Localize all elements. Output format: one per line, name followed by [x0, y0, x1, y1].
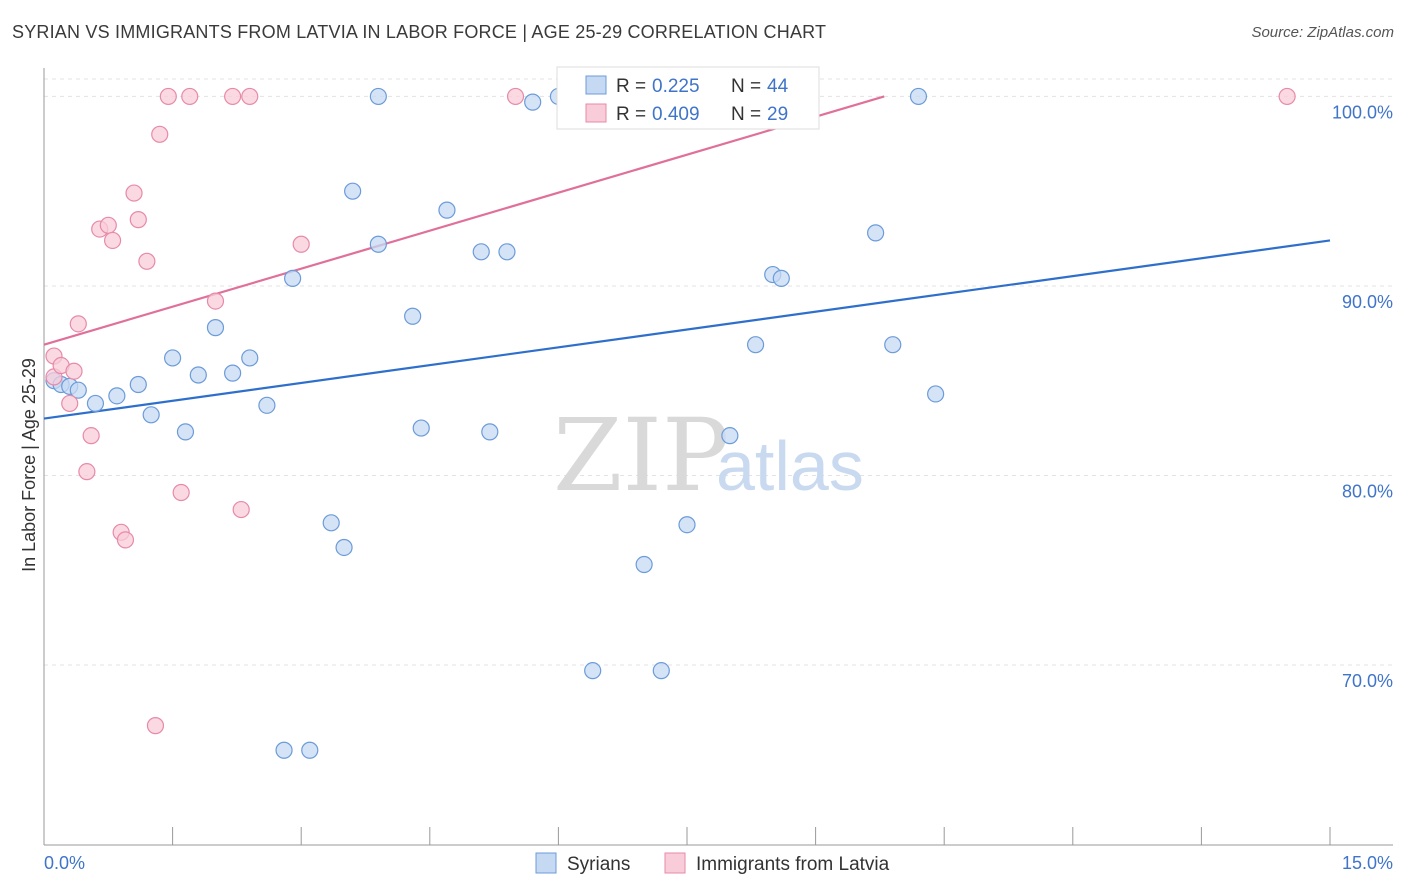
legend-swatch-syrians — [585, 75, 607, 95]
x-tick-max: 15.0% — [1342, 853, 1393, 873]
watermark-atlas: atlas — [716, 427, 864, 505]
chart-title: SYRIAN VS IMMIGRANTS FROM LATVIA IN LABO… — [12, 22, 827, 42]
data-point-series-0 — [772, 269, 790, 287]
data-point-series-0 — [322, 514, 340, 532]
data-point-series-1 — [99, 216, 117, 234]
data-point-series-0 — [108, 387, 126, 405]
data-point-series-0 — [129, 375, 147, 394]
data-point-series-0 — [524, 93, 542, 111]
data-point-series-0 — [241, 349, 259, 367]
data-point-series-1 — [125, 184, 143, 202]
x-tick-min: 0.0% — [44, 853, 85, 873]
legend-n-label-1: N = — [731, 76, 761, 97]
data-point-series-1 — [181, 87, 199, 106]
data-point-series-1 — [172, 483, 190, 502]
y-tick-label: 100.0% — [1332, 102, 1393, 122]
data-point-series-0 — [86, 394, 105, 413]
data-point-series-0 — [927, 385, 945, 403]
data-point-series-0 — [498, 243, 516, 261]
trend-line-0 — [43, 239, 1331, 420]
data-point-series-0 — [746, 336, 765, 354]
data-point-series-1 — [206, 292, 225, 310]
trend-lines — [43, 95, 1331, 420]
legend-n-label-2: N = — [731, 104, 761, 125]
data-point-series-1 — [82, 427, 100, 445]
legend-label-syrians: Syrians — [567, 854, 630, 875]
data-point-series-0 — [206, 319, 225, 337]
stats-legend: R = 0.225 N = 44 R = 0.409 N = 29 — [556, 66, 820, 130]
data-point-series-0 — [404, 307, 422, 325]
data-point-series-0 — [275, 741, 293, 759]
data-point-series-0 — [189, 366, 207, 384]
data-point-series-0 — [884, 336, 902, 354]
legend-label-latvia: Immigrants from Latvia — [696, 854, 890, 875]
data-point-series-0 — [438, 201, 456, 219]
data-point-series-1 — [146, 717, 165, 735]
data-point-series-0 — [678, 516, 696, 534]
data-point-series-1 — [506, 87, 525, 106]
data-point-series-1 — [241, 87, 259, 106]
data-point-series-1 — [103, 231, 122, 250]
legend-r-value-2: 0.409 — [652, 104, 700, 125]
data-point-series-0 — [176, 423, 195, 441]
data-point-series-0 — [481, 423, 499, 441]
data-point-series-1 — [292, 235, 310, 253]
legend-r-value-1: 0.225 — [652, 76, 700, 97]
trend-line-1 — [43, 95, 885, 346]
data-point-series-0 — [412, 419, 430, 437]
legend-n-value-1: 44 — [767, 76, 789, 97]
data-point-series-0 — [867, 224, 885, 242]
legend-swatch-bottom-syrians — [535, 852, 557, 874]
data-point-series-1 — [116, 531, 135, 549]
y-tick-label: 90.0% — [1342, 292, 1393, 312]
data-point-series-0 — [142, 406, 160, 424]
data-point-series-0 — [335, 538, 353, 557]
y-tick-label: 70.0% — [1342, 671, 1393, 691]
series-legend: Syrians Immigrants from Latvia — [535, 852, 890, 875]
data-point-series-0 — [344, 182, 362, 200]
legend-swatch-latvia — [585, 103, 607, 123]
data-point-series-0 — [721, 427, 739, 445]
data-point-series-0 — [635, 555, 653, 574]
axes — [43, 68, 1393, 846]
data-point-series-0 — [472, 243, 490, 261]
data-point-series-1 — [224, 87, 242, 106]
data-point-series-0 — [652, 662, 670, 680]
data-point-series-0 — [69, 381, 87, 399]
data-point-series-1 — [151, 125, 169, 143]
legend-swatch-bottom-latvia — [664, 852, 686, 874]
data-point-series-0 — [301, 741, 319, 759]
source-label: Source: ZipAtlas.com — [1251, 24, 1394, 41]
grid-lines — [44, 78, 1393, 666]
y-axis-label: In Labor Force | Age 25-29 — [19, 358, 39, 572]
data-point-series-1 — [65, 362, 83, 380]
data-point-series-0 — [164, 349, 182, 367]
y-tick-label: 80.0% — [1342, 481, 1393, 501]
data-point-series-0 — [584, 662, 602, 680]
data-point-series-1 — [69, 315, 87, 333]
data-points — [45, 87, 1296, 759]
data-point-series-0 — [258, 396, 276, 414]
data-point-series-0 — [284, 269, 302, 287]
watermark-zip: ZIP — [553, 397, 729, 514]
data-point-series-0 — [369, 235, 387, 253]
data-point-series-0 — [909, 87, 928, 106]
data-point-series-1 — [159, 87, 177, 106]
y-tick-labels: 70.0% 80.0% 90.0% 100.0% — [1332, 102, 1393, 691]
data-point-series-1 — [1278, 87, 1296, 106]
data-point-series-1 — [138, 252, 156, 270]
data-point-series-1 — [61, 394, 79, 413]
legend-n-value-2: 29 — [767, 104, 788, 125]
data-point-series-0 — [369, 87, 387, 106]
data-point-series-1 — [232, 500, 250, 519]
legend-r-label-1: R = — [616, 76, 646, 97]
data-point-series-0 — [224, 364, 242, 382]
data-point-series-1 — [129, 211, 147, 229]
data-point-series-1 — [78, 463, 96, 481]
legend-r-label-2: R = — [616, 104, 646, 125]
